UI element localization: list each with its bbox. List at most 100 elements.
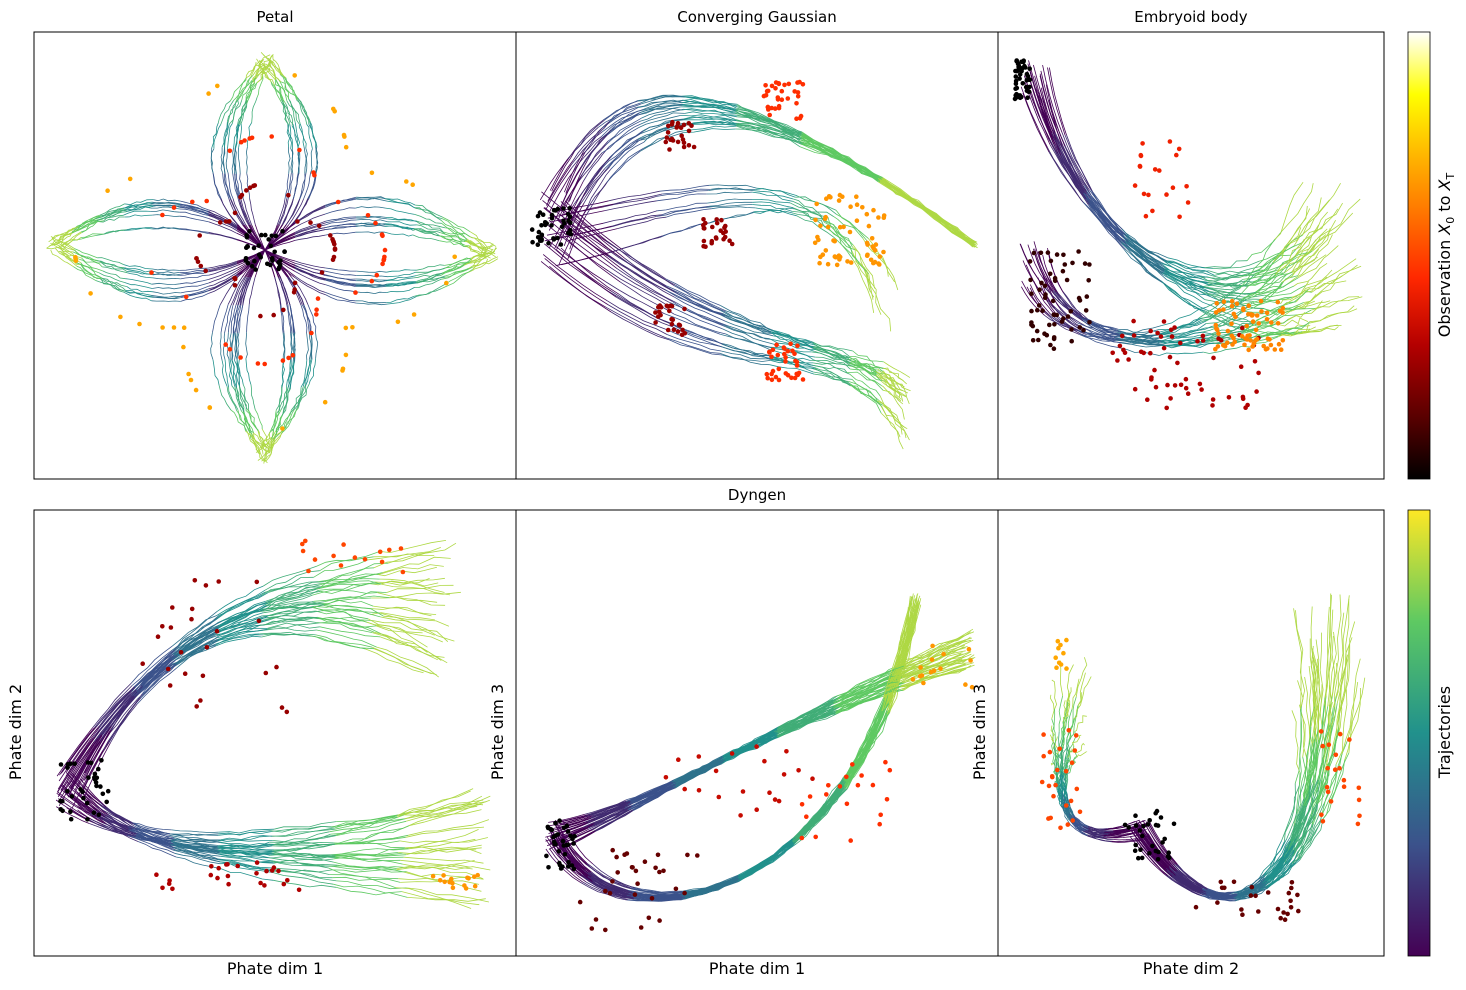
trajectory-line — [229, 77, 247, 102]
trajectory-line — [408, 837, 488, 850]
trajectory-line — [253, 432, 264, 455]
observation-point — [280, 228, 285, 234]
observation-point — [292, 280, 298, 286]
trajectory-line — [235, 332, 238, 360]
observation-point — [877, 254, 883, 259]
observation-point — [1023, 84, 1029, 90]
observation-point — [247, 229, 252, 234]
trajectory-line — [126, 286, 154, 293]
trajectory-line — [315, 634, 373, 648]
trajectory-line — [264, 249, 296, 264]
trajectory-line — [96, 815, 132, 833]
observation-point — [262, 361, 268, 367]
trajectory-line — [245, 146, 248, 174]
observation-point — [197, 233, 202, 238]
observation-point — [1200, 338, 1206, 343]
trajectory-line — [217, 100, 231, 123]
observation-point — [657, 918, 662, 923]
observation-point — [308, 220, 313, 225]
trajectory-line — [215, 634, 263, 645]
observation-point — [266, 237, 272, 242]
trajectory-line — [672, 289, 724, 315]
observation-point — [1225, 340, 1230, 346]
observation-point — [603, 927, 608, 933]
trajectory-line — [386, 200, 416, 209]
observation-point — [870, 782, 876, 788]
trajectory-line — [562, 234, 621, 283]
trajectory-line — [1266, 849, 1295, 882]
trajectory-line — [1073, 819, 1088, 831]
trajectory-line — [1206, 301, 1254, 324]
trajectory-line — [657, 202, 708, 212]
observation-point — [450, 880, 455, 886]
observation-point — [1025, 73, 1031, 79]
trajectory-line — [336, 880, 407, 890]
observation-point — [546, 865, 551, 870]
trajectory-line — [849, 364, 884, 391]
observation-point — [610, 847, 615, 853]
trajectory-line — [267, 622, 320, 629]
trajectory-line — [98, 272, 125, 283]
trajectory-line — [405, 795, 491, 822]
observation-point — [696, 754, 702, 759]
trajectory-line — [1069, 757, 1077, 773]
trajectory-line — [83, 730, 111, 781]
trajectory-line — [602, 210, 658, 224]
trajectory-line — [102, 270, 126, 280]
trajectory-line — [412, 234, 440, 242]
trajectory-line — [175, 637, 218, 661]
trajectory-line — [681, 105, 735, 114]
observation-point — [1029, 291, 1034, 297]
observation-point — [264, 868, 269, 874]
observation-point — [682, 306, 687, 312]
observation-point — [1149, 375, 1154, 380]
trajectory-line — [294, 268, 326, 281]
trajectory-line — [272, 869, 332, 873]
trajectory-line — [232, 173, 239, 199]
trajectory-line — [722, 328, 770, 350]
observation-point — [216, 579, 221, 584]
trajectory-line — [297, 148, 300, 173]
trajectory-line — [180, 285, 209, 294]
observation-point — [1076, 249, 1081, 254]
observation-point — [1357, 813, 1362, 819]
observation-point — [1034, 328, 1040, 334]
observation-point — [807, 794, 813, 799]
observation-point — [571, 841, 576, 846]
trajectory-line — [604, 200, 657, 211]
trajectory-line — [72, 251, 98, 262]
observation-point — [1040, 308, 1045, 314]
trajectory-line — [1214, 269, 1261, 277]
colorbar-observation — [1407, 31, 1431, 480]
trajectory-line — [1066, 135, 1094, 194]
trajectory-line — [589, 872, 634, 894]
trajectory-line — [138, 829, 176, 839]
observation-point — [1077, 298, 1083, 303]
trajectory-line — [373, 547, 441, 569]
trajectory-line — [868, 273, 892, 332]
trajectory-line — [680, 114, 736, 120]
trajectory-line — [212, 173, 222, 199]
trajectory-line — [272, 54, 282, 75]
observation-point — [834, 262, 840, 268]
observation-point — [1239, 334, 1245, 339]
observation-point — [160, 212, 165, 218]
trajectory-line — [122, 202, 151, 209]
trajectory-line — [313, 559, 369, 578]
observation-point — [676, 322, 682, 328]
trajectory-line — [1319, 696, 1337, 778]
trajectory-line — [1235, 878, 1266, 898]
observation-point — [567, 214, 573, 219]
trajectory-line — [172, 615, 217, 647]
observation-point — [69, 794, 75, 799]
trajectory-line — [877, 371, 900, 391]
trajectory-line — [558, 221, 581, 266]
observation-point — [1025, 95, 1030, 100]
trajectory-line — [208, 261, 237, 270]
trajectory-line — [580, 882, 627, 901]
trajectory-line — [561, 203, 614, 216]
observation-point — [1119, 333, 1125, 339]
trajectory-line — [180, 200, 209, 211]
trajectory-line — [724, 326, 773, 345]
observation-point — [549, 216, 555, 221]
